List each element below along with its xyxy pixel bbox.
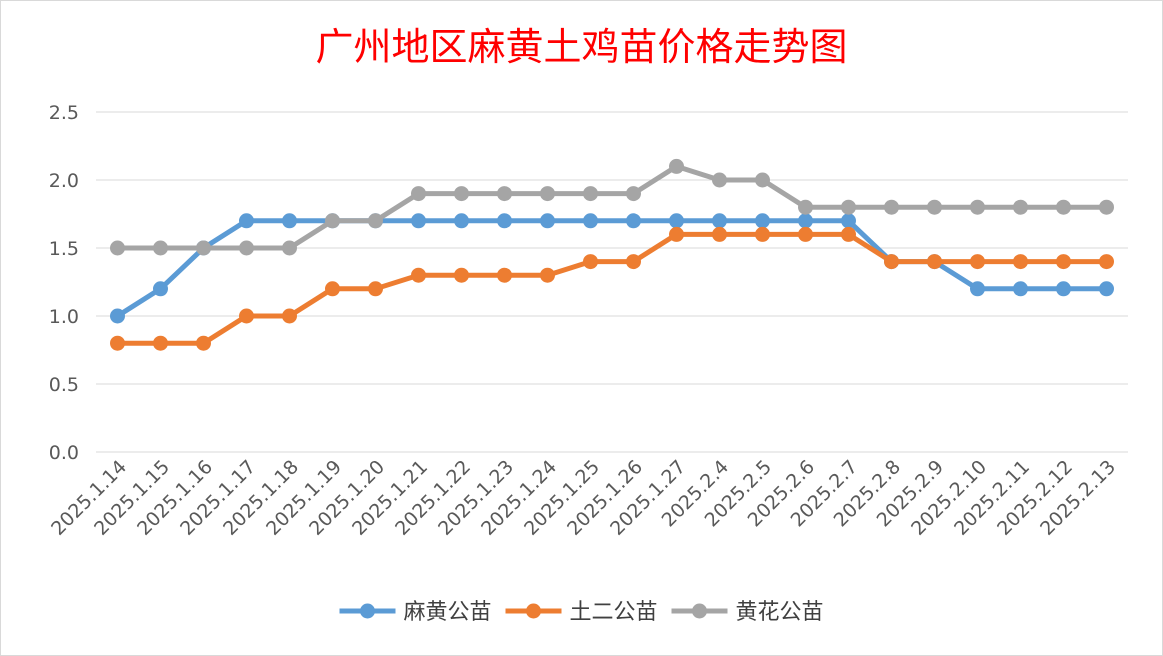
data-point (798, 213, 813, 229)
data-point (583, 186, 598, 202)
legend-swatch-marker (360, 603, 375, 619)
data-point (712, 226, 727, 242)
data-point (841, 199, 856, 215)
data-point (368, 281, 383, 297)
data-point (1056, 199, 1071, 215)
data-point (841, 213, 856, 229)
legend-label: 黄花公苗 (736, 600, 824, 625)
data-point (712, 213, 727, 229)
y-tick-label: 0.5 (49, 374, 79, 396)
data-point (712, 172, 727, 188)
data-point (497, 213, 512, 229)
data-point (669, 213, 684, 229)
y-tick-label: 1.5 (49, 238, 79, 260)
data-point (540, 267, 555, 283)
gridlines (96, 111, 1128, 453)
data-point (454, 267, 469, 283)
data-point (1099, 254, 1114, 270)
data-point (153, 240, 168, 256)
legend-label: 麻黄公苗 (404, 600, 492, 625)
data-point (196, 335, 211, 351)
data-point (755, 172, 770, 188)
data-point (669, 226, 684, 242)
data-point (927, 199, 942, 215)
data-point (282, 308, 297, 324)
x-axis-ticks: 2025.1.142025.1.152025.1.162025.1.172025… (47, 456, 1120, 540)
data-point (282, 240, 297, 256)
series-3 (110, 158, 1114, 256)
data-point (411, 186, 426, 202)
data-point (1013, 254, 1028, 270)
data-point (368, 213, 383, 229)
legend: 麻黄公苗 土二公苗 黄花公苗 (339, 600, 824, 625)
series-1 (110, 213, 1114, 324)
data-point (626, 213, 641, 229)
data-point (239, 308, 254, 324)
data-point (970, 254, 985, 270)
data-point (970, 199, 985, 215)
data-point (1013, 281, 1028, 297)
data-point (153, 335, 168, 351)
y-tick-label: 1.0 (49, 306, 79, 328)
series-line (115, 163, 1109, 251)
data-point (1056, 281, 1071, 297)
legend-label: 土二公苗 (570, 600, 658, 625)
data-point (669, 158, 684, 174)
data-point (239, 240, 254, 256)
data-point (1013, 199, 1028, 215)
series-lines (110, 158, 1114, 351)
series-line (115, 218, 1109, 319)
data-point (755, 213, 770, 229)
data-point (798, 226, 813, 242)
legend-swatch-marker (692, 603, 707, 619)
data-point (411, 267, 426, 283)
data-point (626, 186, 641, 202)
data-point (110, 308, 125, 324)
data-point (583, 213, 598, 229)
series-2 (110, 226, 1114, 351)
data-point (497, 267, 512, 283)
y-tick-label: 2.0 (49, 170, 79, 192)
data-point (1099, 199, 1114, 215)
data-point (540, 186, 555, 202)
data-point (755, 226, 770, 242)
data-point (583, 254, 598, 270)
data-point (239, 213, 254, 229)
data-point (884, 199, 899, 215)
data-point (454, 213, 469, 229)
series-line (115, 231, 1109, 346)
data-point (454, 186, 469, 202)
y-axis-ticks: 0.0 0.5 1.0 1.5 2.0 2.5 (49, 102, 79, 464)
legend-swatch-marker (526, 603, 541, 619)
data-point (927, 254, 942, 270)
y-tick-label: 2.5 (49, 102, 79, 124)
legend-item: 黄花公苗 (671, 600, 824, 625)
data-point (110, 240, 125, 256)
data-point (325, 281, 340, 297)
data-point (626, 254, 641, 270)
data-point (110, 335, 125, 351)
data-point (411, 213, 426, 229)
data-point (196, 240, 211, 256)
data-point (497, 186, 512, 202)
data-point (1099, 281, 1114, 297)
chart-title: 广州地区麻黄土鸡苗价格走势图 (315, 25, 848, 69)
y-tick-label: 0.0 (49, 442, 79, 464)
data-point (153, 281, 168, 297)
data-point (970, 281, 985, 297)
data-point (884, 254, 899, 270)
data-point (540, 213, 555, 229)
data-point (798, 199, 813, 215)
legend-item: 土二公苗 (505, 600, 658, 625)
data-point (282, 213, 297, 229)
legend-item: 麻黄公苗 (339, 600, 492, 625)
data-point (325, 213, 340, 229)
data-point (841, 226, 856, 242)
data-point (1056, 254, 1071, 270)
